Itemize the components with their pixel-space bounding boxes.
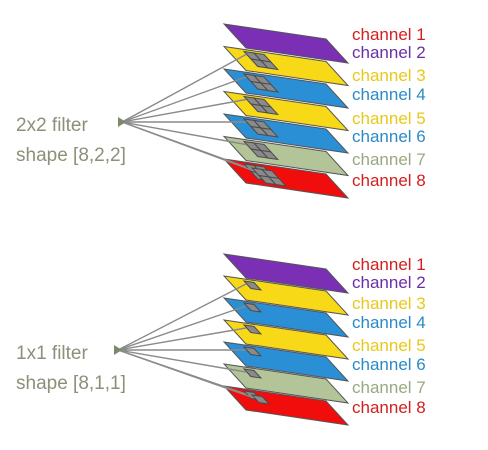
bottom-filter-rays [114, 283, 255, 399]
top-channel-label-8: channel 8 [352, 171, 426, 190]
bottom-channel-label-7: channel 7 [352, 378, 426, 397]
bottom-filter-ray [117, 283, 247, 351]
top-filter-cell [259, 82, 280, 93]
top-filter-ray [121, 98, 247, 123]
top-filter-ray [121, 121, 247, 146]
bottom-channel-label-3: channel 3 [352, 294, 426, 313]
bottom-channel-labels: channel 1 channel 2 channel 3 channel 4 … [352, 255, 426, 417]
bottom-filter-label: 1x1 filter [16, 343, 88, 364]
bottom-channel-label-6: channel 6 [352, 355, 426, 374]
top-channel-label-3: channel 3 [352, 66, 426, 85]
bottom-filter-ray [117, 327, 247, 351]
top-filter-cell [259, 59, 280, 71]
top-filter-ray [121, 121, 255, 172]
bottom-filter-cell [242, 280, 263, 291]
bottom-shape-label: shape [8,1,1] [16, 373, 126, 394]
bottom-filter-cell [242, 368, 263, 379]
top-filter-ray [121, 76, 247, 123]
bottom-channel-plate-1 [222, 253, 350, 294]
top-filter-cell [259, 104, 280, 116]
top-channel-plate-1 [222, 23, 350, 64]
bottom-filter-ray [117, 349, 247, 373]
bottom-channel-label-8: channel 8 [352, 398, 426, 417]
bottom-filter-ray [117, 349, 255, 399]
top-filter-cell [267, 176, 288, 187]
bottom-filter-cell [242, 302, 263, 313]
bottom-filter-group: channel 1 channel 2 channel 3 channel 4 … [16, 253, 426, 426]
bottom-channel-label-5: channel 5 [352, 336, 426, 355]
top-channel-label-5: channel 5 [352, 109, 426, 128]
top-filter-cell [259, 127, 280, 138]
top-filter-rays [118, 53, 255, 172]
bottom-filter-cell [250, 394, 271, 405]
top-filter-group: channel 1 channel 2 channel 3 channel 4 … [16, 23, 426, 199]
top-filter-apex [118, 117, 126, 127]
bottom-channel-label-1: channel 1 [352, 255, 426, 274]
bottom-filter-cell [242, 346, 263, 357]
top-filter-cell [259, 149, 280, 161]
top-channel-stack [222, 23, 350, 199]
top-channel-label-6: channel 6 [352, 127, 426, 146]
bottom-channel-label-4: channel 4 [352, 313, 426, 332]
top-channel-label-7: channel 7 [352, 150, 426, 169]
top-filter-ray [121, 53, 247, 123]
top-channel-label-2: channel 2 [352, 43, 426, 62]
bottom-channel-label-2: channel 2 [352, 273, 426, 292]
bottom-filter-apex [114, 345, 122, 355]
top-channel-label-1: channel 1 [352, 25, 426, 44]
top-shape-label: shape [8,2,2] [16, 145, 126, 166]
bottom-filter-cell [242, 324, 263, 335]
top-channel-label-4: channel 4 [352, 85, 426, 104]
bottom-channel-stack [222, 253, 350, 426]
top-filter-label: 2x2 filter [16, 115, 88, 136]
top-channel-labels: channel 1 channel 2 channel 3 channel 4 … [352, 25, 426, 190]
bottom-filter-ray [117, 305, 247, 351]
